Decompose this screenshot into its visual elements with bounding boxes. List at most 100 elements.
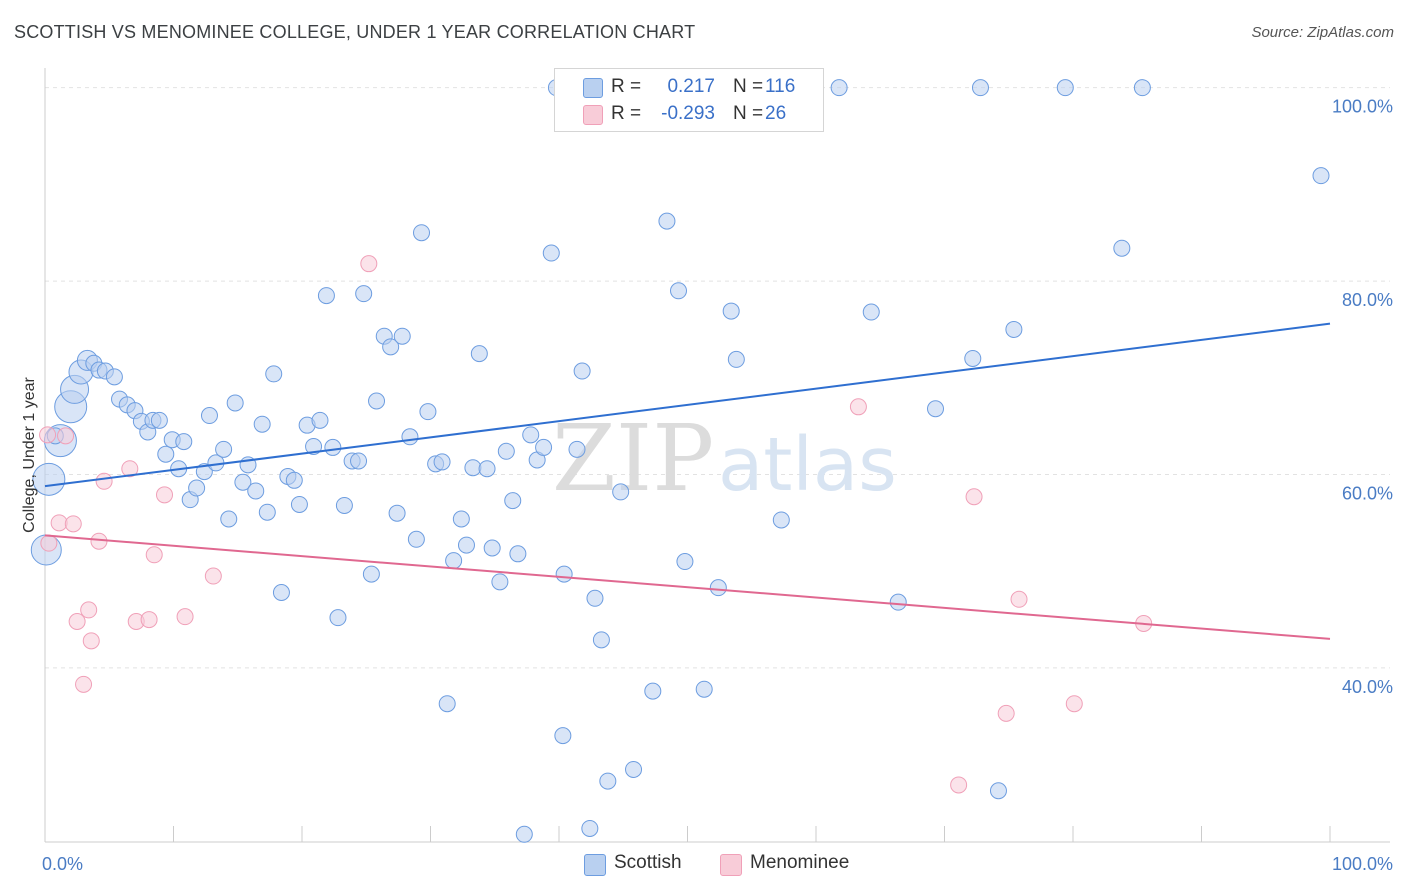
scottish-point — [522, 426, 540, 444]
scottish-point — [830, 79, 848, 97]
scottish-point — [491, 573, 509, 591]
menominee-point — [849, 398, 867, 416]
y-tick-label: 40.0% — [1342, 677, 1393, 697]
menominee-trend-line — [44, 534, 1331, 640]
scottish-point — [350, 452, 368, 470]
scottish-point — [464, 459, 482, 477]
scottish-point — [555, 565, 573, 583]
menominee-point — [57, 427, 75, 445]
scottish-point — [200, 407, 218, 425]
menominee-point — [176, 608, 194, 626]
scottish-point — [695, 680, 713, 698]
menominee-legend-icon — [720, 854, 742, 876]
scottish-point — [290, 495, 308, 513]
scottish-point — [1312, 167, 1330, 185]
menominee-point — [950, 776, 968, 794]
scottish-point — [581, 819, 599, 837]
scottish-point — [452, 510, 470, 528]
scottish-point — [658, 212, 676, 230]
r-value: 0.217 — [667, 76, 715, 97]
scottish-point — [989, 782, 1007, 800]
scottish-point — [335, 496, 353, 514]
scottish-point — [1113, 239, 1131, 257]
watermark-atlas: atlas — [718, 422, 897, 508]
series-legend: Scottish Menominee — [0, 852, 1406, 878]
scottish-point — [226, 394, 244, 412]
scottish-point — [599, 772, 617, 790]
legend-row-scottish: R = 0.217 N = 116 — [555, 74, 823, 100]
scottish-point — [1133, 79, 1151, 97]
scottish-point — [258, 503, 276, 521]
y-tick-label: 80.0% — [1342, 290, 1393, 310]
scottish-point — [433, 453, 451, 471]
menominee-point — [965, 488, 983, 506]
x-tick-label: 0.0% — [42, 854, 83, 874]
scottish-point — [329, 609, 347, 627]
n-value: 116 — [765, 76, 796, 97]
scottish-point — [413, 224, 431, 242]
scottish-point — [1005, 320, 1023, 338]
scottish-point — [727, 350, 745, 368]
scottish-point — [862, 303, 880, 321]
scottish-point — [554, 727, 572, 745]
scottish-point — [483, 539, 501, 557]
menominee-point — [156, 486, 174, 504]
menominee-point — [121, 460, 139, 478]
scottish-point — [175, 433, 193, 451]
menominee-point — [360, 255, 378, 273]
menominee-point — [145, 546, 163, 564]
watermark: ZIP atlas — [552, 405, 897, 512]
scottish-point — [445, 552, 463, 570]
scottish-point — [612, 483, 630, 501]
grid-lines — [45, 87, 1390, 669]
scottish-point — [401, 428, 419, 446]
scottish-point — [927, 400, 945, 418]
menominee-point — [40, 534, 58, 552]
chart-title: SCOTTISH VS MENOMINEE COLLEGE, UNDER 1 Y… — [14, 22, 696, 42]
trend-lines — [44, 322, 1331, 640]
menominee-point — [39, 426, 57, 444]
scottish-point — [355, 285, 373, 303]
legend-label-scottish: Scottish — [614, 852, 682, 873]
scottish-point — [253, 415, 271, 433]
scottish-point — [419, 403, 437, 421]
menominee-point — [82, 632, 100, 650]
n-label: N = — [733, 103, 764, 124]
menominee-point — [1065, 695, 1083, 713]
menominee-point — [95, 472, 113, 490]
scottish-point — [150, 411, 168, 429]
scottish-point — [215, 440, 233, 458]
scottish-point — [234, 473, 252, 491]
menominee-point — [204, 567, 222, 585]
scottish-point — [407, 530, 425, 548]
menominee-point — [75, 675, 93, 693]
x-tick-label: 100.0% — [1332, 854, 1393, 874]
axes — [44, 68, 1390, 843]
scottish-point — [438, 695, 456, 713]
scottish-point — [722, 302, 740, 320]
scottish-point — [586, 589, 604, 607]
scottish-legend-icon — [584, 854, 606, 876]
menominee-point — [50, 514, 68, 532]
menominee-point — [140, 611, 158, 629]
legend-row-menominee: R = -0.293 N = 26 — [555, 101, 823, 127]
x-tick-labels: 0.0% 100.0% — [42, 854, 1393, 874]
r-value: -0.293 — [661, 103, 715, 124]
menominee-points — [39, 79, 1153, 794]
menominee-point — [90, 532, 108, 550]
scottish-point — [32, 462, 66, 496]
scottish-point — [670, 282, 688, 300]
scottish-point — [535, 438, 553, 456]
scottish-point — [457, 536, 475, 554]
scottish-point — [272, 583, 290, 601]
menominee-point — [997, 704, 1015, 722]
menominee-point — [80, 601, 98, 619]
scottish-point — [368, 392, 386, 410]
menominee-point — [64, 515, 82, 533]
y-tick-label: 60.0% — [1342, 484, 1393, 504]
scottish-point — [772, 511, 790, 529]
scottish-point — [497, 442, 515, 460]
r-label: R = — [611, 103, 642, 124]
y-tick-label: 100.0% — [1332, 97, 1393, 117]
